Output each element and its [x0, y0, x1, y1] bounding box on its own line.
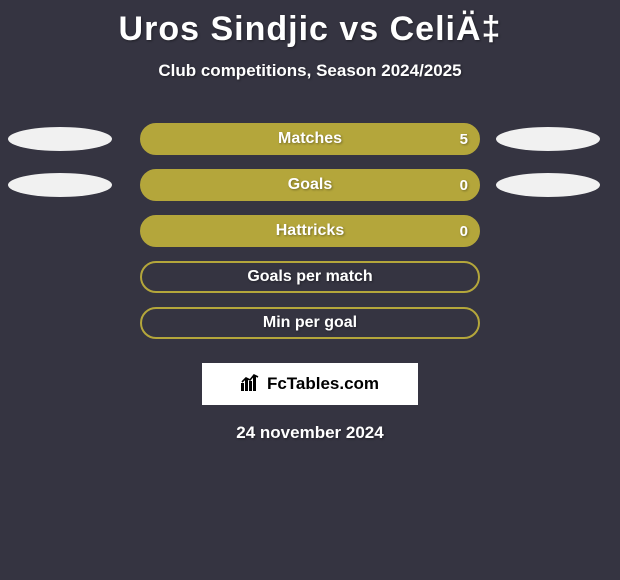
stat-value-right: 5 — [460, 131, 468, 148]
page-subtitle: Club competitions, Season 2024/2025 — [0, 61, 620, 81]
stat-row: Hattricks 0 — [0, 215, 620, 247]
stat-bar: Goals 0 — [140, 169, 480, 201]
stat-row: Min per goal — [0, 307, 620, 339]
comparison-card: Uros Sindjic vs CeliÄ‡ Club competitions… — [0, 0, 620, 580]
stat-bar: Hattricks 0 — [140, 215, 480, 247]
stat-value-right: 0 — [460, 223, 468, 240]
stat-value-right: 0 — [460, 177, 468, 194]
brand-icon — [241, 373, 261, 396]
stat-label: Hattricks — [276, 222, 344, 240]
player-left-marker — [8, 127, 112, 151]
stat-rows: Matches 5 Goals 0 Hattricks 0 Goals per match M… — [0, 123, 620, 339]
brand-box: FcTables.com — [202, 363, 418, 405]
stat-row: Goals per match — [0, 261, 620, 293]
stat-row: Goals 0 — [0, 169, 620, 201]
player-left-marker — [8, 173, 112, 197]
stat-label: Goals per match — [247, 268, 372, 286]
stat-label: Min per goal — [263, 314, 357, 332]
date-label: 24 november 2024 — [0, 423, 620, 443]
stat-label: Goals — [288, 176, 332, 194]
stat-bar: Matches 5 — [140, 123, 480, 155]
page-title: Uros Sindjic vs CeliÄ‡ — [0, 0, 620, 49]
stat-row: Matches 5 — [0, 123, 620, 155]
player-right-marker — [496, 127, 600, 151]
stat-bar: Goals per match — [140, 261, 480, 293]
stat-bar: Min per goal — [140, 307, 480, 339]
brand-text: FcTables.com — [267, 374, 379, 394]
player-right-marker — [496, 173, 600, 197]
stat-label: Matches — [278, 130, 342, 148]
